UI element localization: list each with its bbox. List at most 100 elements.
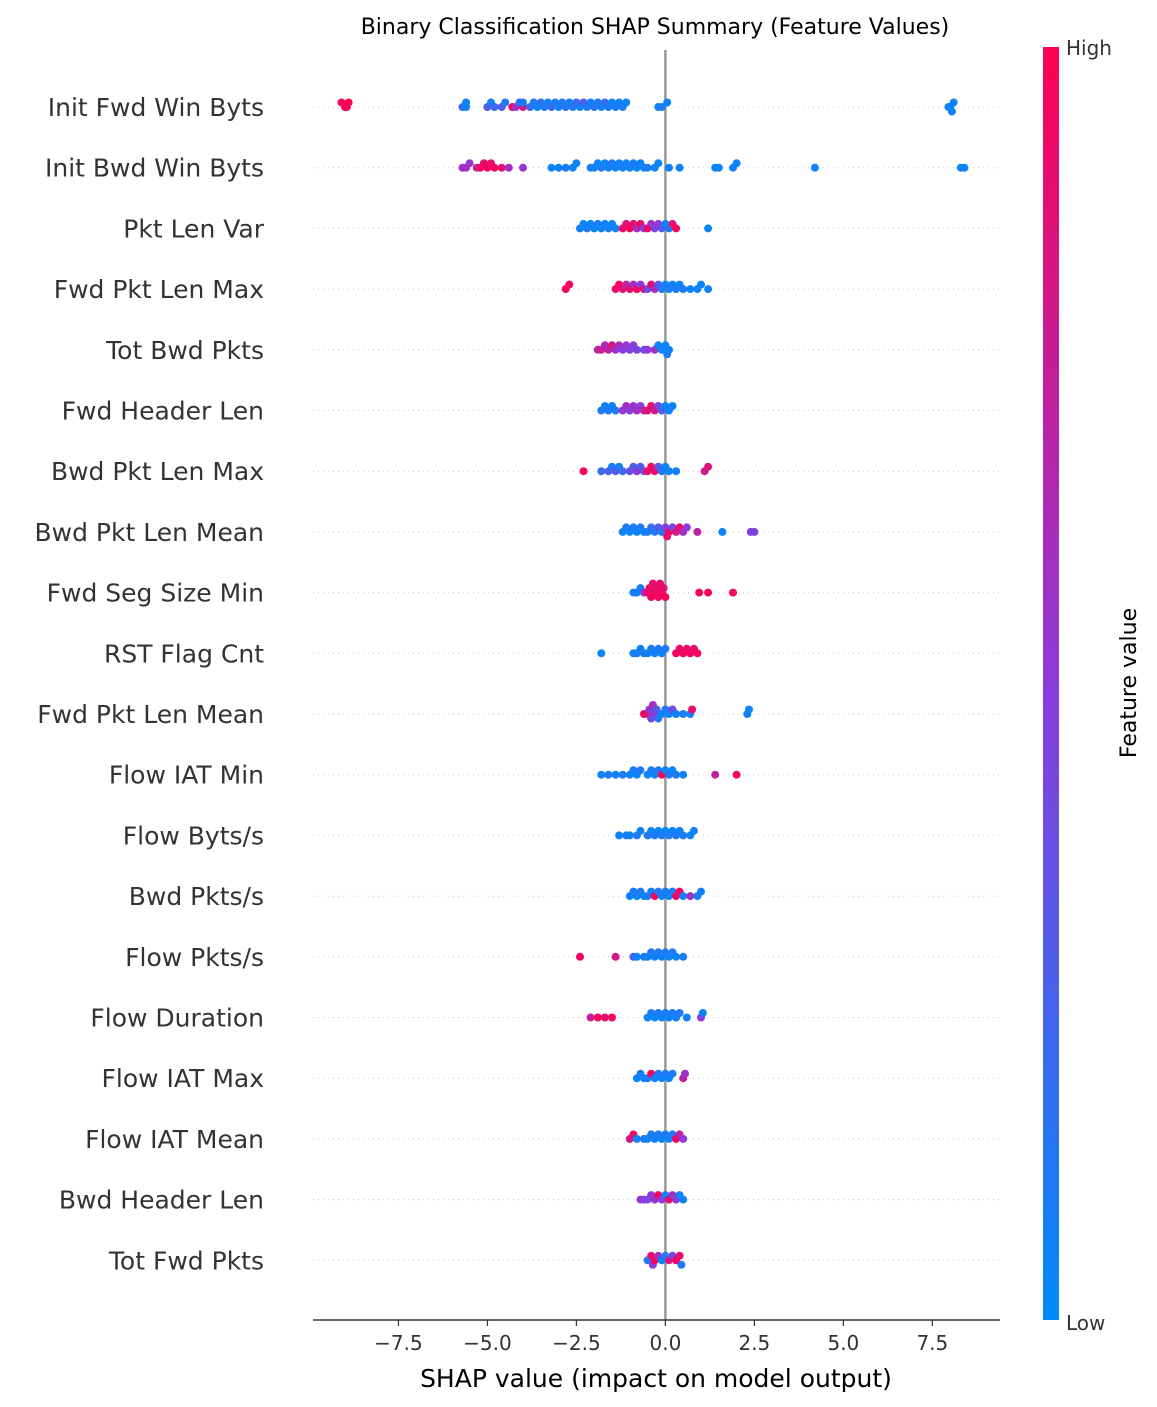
shap-point <box>654 159 663 168</box>
shap-point <box>732 770 741 779</box>
shap-point <box>672 710 681 718</box>
feature-label: Init Bwd Win Byts <box>45 154 264 183</box>
shap-point <box>597 467 606 476</box>
x-tick-label: 2.5 <box>738 1331 770 1355</box>
shap-point <box>697 280 705 289</box>
shap-point <box>547 163 556 172</box>
shap-point <box>657 103 666 111</box>
x-tick-label: 0.0 <box>649 1331 681 1355</box>
shap-point <box>675 163 684 172</box>
colorbar <box>1043 47 1059 1320</box>
shap-point <box>679 710 688 718</box>
shap-point <box>693 649 702 658</box>
feature-label: Fwd Pkt Len Mean <box>37 700 264 729</box>
shap-point <box>682 1013 691 1022</box>
shap-point <box>711 770 720 779</box>
shap-point <box>632 1134 641 1143</box>
shap-point <box>611 406 620 415</box>
shap-point <box>677 1260 686 1269</box>
shap-point <box>947 107 956 116</box>
shap-point <box>611 224 620 233</box>
shap-point <box>643 345 652 354</box>
feature-label: Flow Pkts/s <box>125 943 264 972</box>
feature-label: Flow Duration <box>90 1004 264 1033</box>
shap-point <box>679 285 688 294</box>
shap-point <box>960 163 969 172</box>
shap-point <box>698 1009 707 1017</box>
shap-point <box>586 1013 595 1022</box>
shap-point <box>490 163 499 172</box>
feature-label: RST Flag Cnt <box>104 639 264 668</box>
shap-point <box>672 467 681 476</box>
shap-point <box>490 103 499 111</box>
shap-point <box>704 588 713 597</box>
shap-point <box>679 892 688 901</box>
shap-point <box>704 462 713 471</box>
shap-point <box>679 952 688 961</box>
colorbar-title: Feature value <box>1117 608 1142 758</box>
feature-label: Flow IAT Mean <box>85 1125 264 1154</box>
x-tick-label: 5.0 <box>827 1331 859 1355</box>
shap-point <box>704 224 713 233</box>
shap-point <box>597 770 606 779</box>
feature-label: Init Fwd Win Byts <box>48 93 264 122</box>
shap-point <box>501 98 510 107</box>
shap-point <box>604 770 613 779</box>
chart-title: Binary Classification SHAP Summary (Feat… <box>361 15 950 40</box>
shap-point <box>636 826 645 835</box>
shap-point <box>732 159 741 168</box>
shap-point <box>697 887 705 896</box>
shap-point <box>672 224 681 233</box>
shap-point <box>611 770 620 779</box>
shap-point <box>565 280 574 289</box>
feature-label: Fwd Pkt Len Max <box>54 275 264 304</box>
shap-point <box>462 98 471 107</box>
shap-point <box>688 705 697 714</box>
shap-point <box>665 467 673 476</box>
shap-point <box>949 98 958 107</box>
shap-point <box>554 163 563 172</box>
shap-point <box>745 705 753 714</box>
shap-point <box>611 952 620 961</box>
shap-points <box>337 98 969 1269</box>
shap-point <box>622 98 631 107</box>
feature-label: Tot Fwd Pkts <box>108 1246 264 1275</box>
shap-point <box>593 1013 602 1022</box>
shap-point <box>572 159 581 168</box>
shap-point <box>561 163 570 172</box>
shap-point <box>679 770 688 779</box>
shap-point <box>686 285 695 294</box>
shap-point <box>497 163 506 172</box>
shap-point <box>659 584 668 593</box>
shap-point <box>679 831 688 840</box>
shap-point <box>632 345 641 354</box>
shap-point <box>643 163 652 172</box>
shap-point <box>729 588 737 597</box>
shap-point <box>668 1069 677 1078</box>
shap-point <box>625 831 634 840</box>
feature-label: Bwd Pkt Len Mean <box>35 518 265 547</box>
shap-point <box>661 593 670 602</box>
feature-label: Flow IAT Max <box>102 1064 264 1093</box>
shap-point <box>663 98 672 107</box>
shap-point <box>337 98 346 107</box>
shap-point <box>704 285 713 294</box>
shap-point <box>652 705 661 714</box>
feature-label: Bwd Header Len <box>59 1186 264 1215</box>
shap-point <box>695 588 704 597</box>
shap-point <box>632 952 641 961</box>
shap-point <box>615 831 624 840</box>
colorbar-high-label: High <box>1066 36 1112 60</box>
feature-label: Bwd Pkts/s <box>129 882 264 911</box>
x-tick-label: −2.5 <box>552 1331 601 1355</box>
x-tick-label: −5.0 <box>463 1331 512 1355</box>
shap-point <box>714 163 723 172</box>
x-tick-label: 7.5 <box>916 1331 948 1355</box>
shap-point <box>665 345 673 354</box>
feature-labels: Init Fwd Win Byts Init Bwd Win Byts Pkt Le… <box>35 93 265 1275</box>
shap-point <box>618 770 627 779</box>
shap-point <box>686 892 695 901</box>
shap-point <box>718 527 727 536</box>
